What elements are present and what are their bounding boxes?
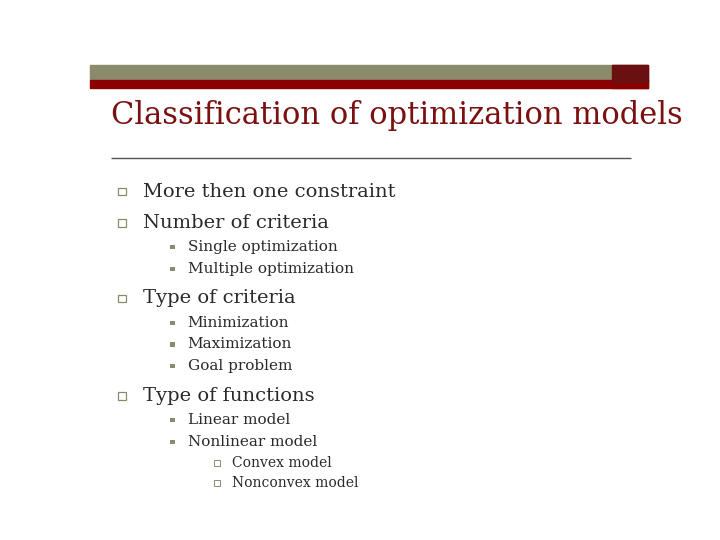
Text: Type of functions: Type of functions [143,387,315,405]
Text: Nonlinear model: Nonlinear model [188,435,317,449]
Bar [215,481,220,486]
Bar [170,440,176,444]
Text: Maximization: Maximization [188,337,292,351]
Bar [170,418,176,422]
Text: Number of criteria: Number of criteria [143,214,329,232]
Bar [119,188,126,195]
Bar [90,65,612,80]
Text: Convex model: Convex model [233,456,332,470]
Text: Minimization: Minimization [188,315,289,329]
Text: Single optimization: Single optimization [188,240,338,254]
Bar [170,267,176,271]
Bar [612,65,648,88]
Text: Goal problem: Goal problem [188,359,292,373]
Text: Type of criteria: Type of criteria [143,289,296,307]
Bar [170,342,176,347]
Bar [119,219,126,227]
Text: Classification of optimization models: Classification of optimization models [111,100,683,131]
Bar [119,392,126,400]
Bar [215,461,220,466]
Bar [612,65,648,82]
Bar [119,295,126,302]
Bar [170,364,176,368]
Bar [170,321,176,325]
Text: Linear model: Linear model [188,413,290,427]
Bar [170,245,176,249]
Text: Multiple optimization: Multiple optimization [188,261,354,275]
Text: Nonconvex model: Nonconvex model [233,476,359,490]
Bar [90,80,648,88]
Text: More then one constraint: More then one constraint [143,183,395,201]
